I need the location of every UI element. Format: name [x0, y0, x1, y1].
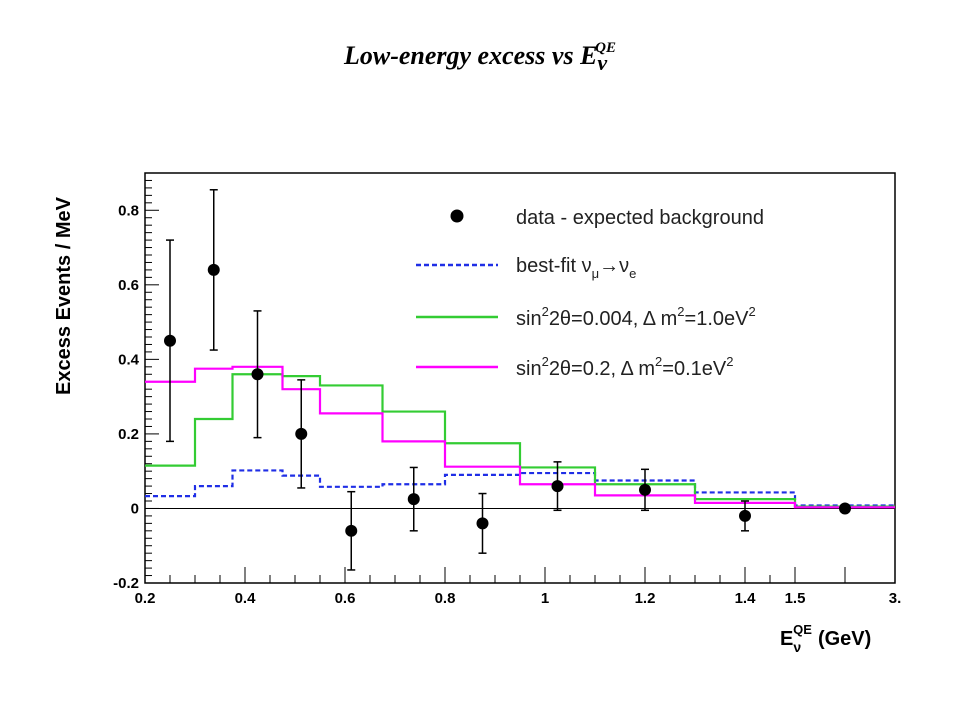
- x-axis-ticks: 0.2 0.4 0.6 0.8 1 1.2 1.4 1.5 3.: [135, 567, 902, 607]
- data-point: [251, 368, 264, 381]
- data-point: [164, 334, 176, 347]
- legend-label-data: data - expected background: [516, 207, 764, 229]
- y-tick-label: -0.2: [113, 575, 139, 592]
- x-tick-label: 0.4: [235, 590, 257, 607]
- y-axis-title: Excess Events / MeV: [53, 196, 75, 395]
- legend-label-bestfit: best-fit νμ→νe: [516, 255, 636, 281]
- series-green: [145, 373, 895, 508]
- x-axis-title: EνQE (GeV): [780, 622, 871, 655]
- data-point: [476, 517, 489, 530]
- x-tick-label: 0.2: [135, 590, 156, 607]
- data-point: [639, 483, 651, 496]
- legend-label-magenta: sin22θ=0.2, Δ m2=0.1eV2: [516, 354, 733, 380]
- y-tick-label: 0.2: [118, 426, 139, 443]
- data-point: [207, 263, 220, 276]
- legend-label-green: sin22θ=0.004, Δ m2=1.0eV2: [516, 304, 756, 330]
- data-point: [345, 524, 358, 537]
- slide-title: Low-energy excess vs EνQE: [343, 40, 617, 75]
- data-point: [407, 493, 420, 506]
- y-tick-label: 0.6: [118, 277, 139, 294]
- y-axis-ticks: -0.2 0 0.2 0.4 0.6 0.8: [113, 172, 159, 592]
- y-tick-label: 0.8: [118, 202, 139, 219]
- data-point: [739, 509, 751, 522]
- series-magenta: [145, 365, 895, 509]
- x-tick-label: 3.: [889, 590, 902, 607]
- legend-marker-data: [450, 209, 464, 223]
- y-tick-label: 0: [131, 500, 139, 517]
- data-point: [839, 502, 851, 515]
- data-point: [551, 480, 564, 493]
- x-tick-label: 1.2: [635, 590, 656, 607]
- data-points-layer: [164, 189, 851, 571]
- x-tick-label: 0.8: [435, 590, 456, 607]
- y-tick-label: 0.4: [118, 351, 140, 368]
- x-tick-label: 1.4: [735, 590, 757, 607]
- x-tick-label: 1: [541, 590, 549, 607]
- legend: data - expected background best-fit νμ→ν…: [416, 207, 764, 380]
- data-point: [295, 427, 308, 440]
- x-tick-label: 0.6: [335, 590, 356, 607]
- x-tick-label: 1.5: [785, 590, 806, 607]
